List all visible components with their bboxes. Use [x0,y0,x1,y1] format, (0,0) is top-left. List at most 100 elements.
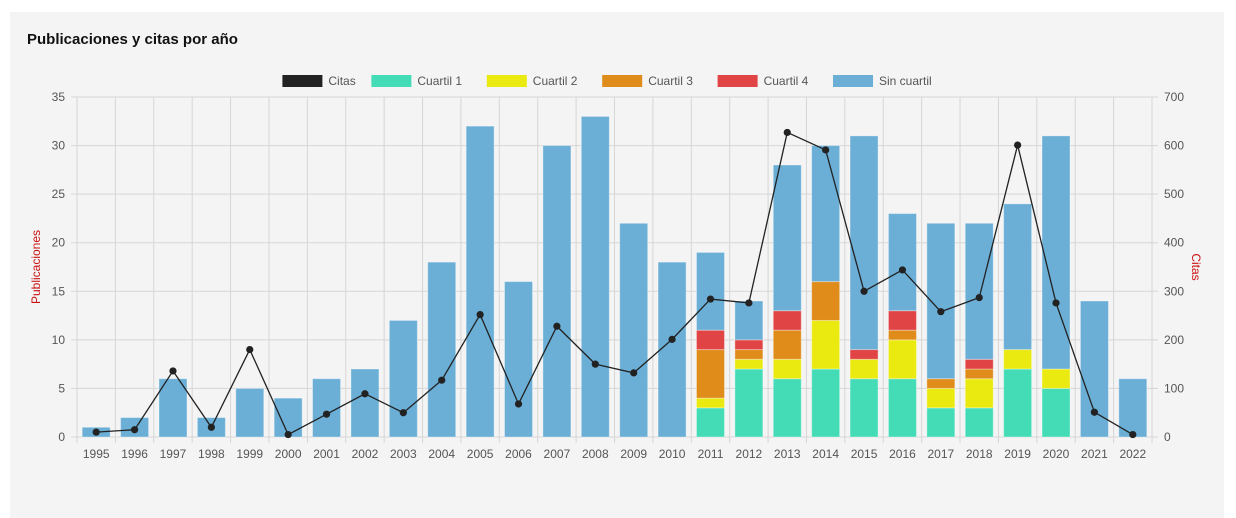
legend-label: Cuartil 2 [533,74,578,88]
x-tick-label: 1999 [236,447,263,461]
bar-segment [1003,203,1033,351]
citas-point [207,423,215,431]
bar-segment [1079,300,1109,438]
bar-segment [235,387,265,438]
bar-segment [811,319,841,370]
y-right-tick-label: 500 [1164,187,1184,201]
bar-segment [312,378,342,438]
bar-segment [350,368,380,438]
citas-point [898,266,907,274]
x-tick-label: 1996 [121,447,148,461]
x-tick-label: 2020 [1043,447,1070,461]
x-tick-label: 2017 [927,447,954,461]
y-left-tick-label: 20 [52,236,66,250]
chart-card: Publicaciones y citas por año 0 0 5 100 10 20… [10,12,1224,518]
citas-point [514,400,523,408]
bar-segment [695,407,725,438]
citas-point [591,360,599,368]
x-tick-label: 2012 [736,447,763,461]
bar-segment [772,164,802,312]
bar-segment [849,378,879,438]
legend-label: Cuartil 4 [764,74,809,88]
bar-segment [504,281,534,438]
citas-point [246,345,254,354]
citas-point [130,426,139,434]
bar-segment [811,145,841,283]
legend-swatch [486,75,527,87]
citas-point [169,367,177,375]
citas-point [284,430,292,439]
y-left-tick-label: 35 [52,90,66,104]
x-tick-label: 2019 [1004,447,1031,461]
bar-segment [887,213,917,312]
x-tick-label: 2008 [582,447,609,461]
x-tick-label: 1998 [198,447,225,461]
legend-label: Cuartil 1 [417,74,462,88]
bar-segment [964,378,994,409]
bar-segment [1003,368,1033,438]
bar-segment [695,251,725,331]
citas-point [92,428,100,436]
bar-segment [926,378,956,389]
bar-segment [964,358,994,370]
x-tick-label: 2006 [505,447,532,461]
x-tick-label: 2010 [659,447,686,461]
citas-point [668,335,676,343]
citas-line [96,131,1134,436]
bar-segment [1041,387,1071,438]
citas-point [822,146,830,154]
bar-segment [811,281,841,321]
y-right-axis-title: Citas [1189,253,1203,280]
citas-point [1129,430,1137,439]
x-tick-label: 2015 [851,447,878,461]
bar-segment [1041,135,1071,370]
y-right-tick-label: 400 [1164,236,1184,250]
citas-point [399,409,407,417]
bar-segment [734,368,764,438]
x-tick-label: 2002 [352,447,379,461]
bar-segment [619,222,649,438]
y-left-tick-label: 30 [52,139,66,153]
bar-segment [964,222,994,360]
legend-swatch [717,75,758,87]
citas-point [937,308,945,316]
y-right-tick-label: 100 [1164,381,1184,395]
y-right-tick-label: 0 [1164,430,1171,444]
x-tick-label: 2016 [889,447,916,461]
y-left-tick-label: 0 [58,430,65,444]
bar-segment [887,378,917,438]
x-tick-label: 2001 [313,447,340,461]
legend-swatch [833,75,873,87]
y-left-tick-label: 5 [58,381,65,395]
bar-segment [849,135,879,351]
bar-segment [964,407,994,438]
x-tick-label: 2022 [1119,447,1146,461]
y-left-tick-label: 10 [52,333,66,347]
y-right-tick-label: 700 [1164,90,1184,104]
citas-point [860,287,868,295]
citas-point [476,311,484,319]
y-right-tick-label: 600 [1164,139,1184,153]
citas-point [975,294,983,302]
bar-segment [580,115,610,438]
x-tick-label: 2007 [544,447,571,461]
citas-point [553,322,561,330]
bar-segment [772,358,802,380]
legend-swatch [371,75,412,87]
x-tick-label: 1997 [160,447,187,461]
bar-segment [734,358,764,370]
bar-segment [695,397,725,409]
bar-segment [772,329,802,360]
x-tick-label: 2004 [428,447,455,461]
y-right-tick-label: 200 [1164,333,1184,347]
bar-segment [926,387,956,409]
bar-segment [427,261,457,438]
legend-swatch [602,75,643,87]
bar-segment [465,125,495,438]
citas-point [438,376,446,384]
bar-segment [734,349,764,360]
citas-point [361,390,369,398]
citas-point [1090,408,1099,416]
x-tick-label: 2009 [620,447,647,461]
bar-segment [542,145,572,438]
